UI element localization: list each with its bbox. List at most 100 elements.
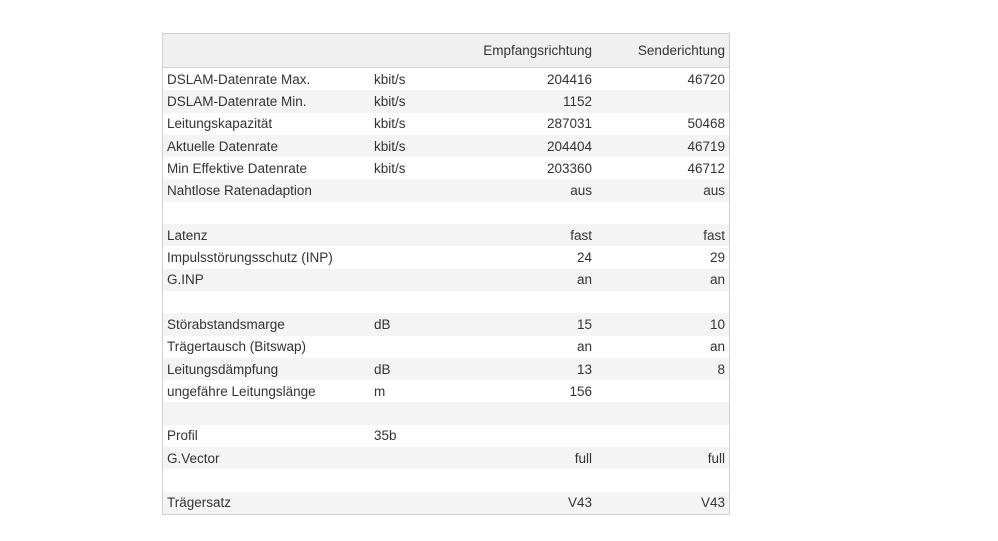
table-cell: 46712 xyxy=(687,160,725,176)
table-cell: 10 xyxy=(596,313,730,336)
table-cell: dB xyxy=(370,357,452,381)
table-cell: aus xyxy=(596,179,730,202)
table-cell: 24 xyxy=(576,250,592,266)
table-row: Leitungskapazität kbit/s 287031 50468 xyxy=(163,113,730,135)
table-cell: full xyxy=(452,447,596,470)
table-cell: an xyxy=(576,339,592,355)
table-cell xyxy=(452,291,596,313)
table-cell xyxy=(370,268,452,291)
table-cell: Störabstandsmarge xyxy=(162,313,370,336)
table-cell xyxy=(370,447,452,470)
table-body: DSLAM-Datenrate Max. kbit/s 204416 46720 DSL… xyxy=(162,68,730,515)
table-cell: fast xyxy=(452,224,596,247)
table-row: Profil 35b xyxy=(163,425,730,447)
table-cell: 1152 xyxy=(452,90,596,113)
table-cell: ungefähre Leitungslänge xyxy=(167,383,316,399)
table-row: Leitungsdämpfung dB 13 8 xyxy=(162,357,730,381)
table-row xyxy=(163,202,730,224)
table-cell: Aktuelle Datenrate xyxy=(162,134,370,158)
table-cell: an xyxy=(709,339,725,355)
table-cell xyxy=(163,291,371,313)
table-cell: 15 xyxy=(452,313,596,336)
table-row: Impulsstörungsschutz (INP) 24 29 xyxy=(163,246,730,268)
table-cell xyxy=(596,425,730,447)
table-cell: kbit/s xyxy=(374,116,406,132)
table-cell xyxy=(452,402,596,425)
table-cell: 29 xyxy=(709,250,725,266)
table-cell: G.INP xyxy=(162,268,370,291)
table-cell xyxy=(596,469,730,491)
table-cell: dB xyxy=(370,313,452,336)
table-row: Min Effektive Datenrate kbit/s 203360 46712 xyxy=(163,157,730,179)
table-cell: Impulsstörungsschutz (INP) xyxy=(167,250,333,266)
table-head: Empfangsrichtung Senderichtung xyxy=(162,33,730,68)
table-cell: DSLAM-Datenrate Min. xyxy=(162,90,370,113)
column-header xyxy=(370,33,452,68)
table-row xyxy=(163,469,730,491)
table-row: ungefähre Leitungslänge m 156 xyxy=(163,380,730,402)
table-cell xyxy=(370,469,452,491)
table-cell: Min Effektive Datenrate xyxy=(167,160,308,176)
table-row: Aktuelle Datenrate kbit/s 204404 46719 xyxy=(162,134,730,158)
table-row: Trägersatz V43 V43 xyxy=(162,491,730,515)
table-cell: 204416 xyxy=(546,71,592,87)
table-cell xyxy=(596,291,730,313)
table-row xyxy=(163,291,730,313)
table-cell xyxy=(162,402,370,425)
table-cell: Profil xyxy=(167,428,198,444)
table-cell: an xyxy=(452,268,596,291)
column-header: Senderichtung xyxy=(596,33,730,68)
table-cell xyxy=(370,224,452,247)
table-cell: 8 xyxy=(596,357,730,381)
table-cell: kbit/s xyxy=(374,71,406,87)
table-cell: an xyxy=(596,268,730,291)
table-cell: 13 xyxy=(452,357,596,381)
table-cell xyxy=(452,469,596,491)
table-cell xyxy=(596,90,730,113)
table-cell: kbit/s xyxy=(370,134,452,158)
table-cell: 46719 xyxy=(596,134,730,158)
table-row: Latenz fast fast xyxy=(162,224,730,247)
table-cell: 35b xyxy=(374,428,397,444)
column-header xyxy=(162,33,370,68)
table-row: G.INP an an xyxy=(162,268,730,291)
table-cell xyxy=(370,402,452,425)
column-header: Empfangsrichtung xyxy=(452,33,596,68)
table-cell: 203360 xyxy=(546,160,592,176)
table-row xyxy=(162,402,730,425)
table-cell xyxy=(596,402,730,425)
table-cell: Trägertausch (Bitswap) xyxy=(167,339,307,355)
table-cell xyxy=(370,179,452,202)
table-cell: Leitungsdämpfung xyxy=(162,357,370,381)
table-cell xyxy=(596,380,730,402)
table-cell: 287031 xyxy=(546,116,592,132)
table-cell xyxy=(370,202,452,224)
table-cell: kbit/s xyxy=(374,160,406,176)
table-row: DSLAM-Datenrate Max. kbit/s 204416 46720 xyxy=(163,68,730,91)
table-cell xyxy=(370,336,452,358)
table-cell: DSLAM-Datenrate Max. xyxy=(167,71,311,87)
table-cell xyxy=(452,202,596,224)
table-cell xyxy=(452,425,596,447)
table-cell: 50468 xyxy=(687,116,725,132)
table-cell xyxy=(163,469,371,491)
table-cell xyxy=(370,246,452,268)
table-row: Störabstandsmarge dB 15 10 xyxy=(162,313,730,336)
table-cell: aus xyxy=(452,179,596,202)
table-cell: V43 xyxy=(452,491,596,515)
table-cell xyxy=(596,202,730,224)
table-row: G.Vector full full xyxy=(162,447,730,470)
table-cell: Nahtlose Ratenadaption xyxy=(162,179,370,202)
table-cell xyxy=(370,291,452,313)
table-cell xyxy=(370,491,452,515)
table-row: Nahtlose Ratenadaption aus aus xyxy=(162,179,730,202)
table-cell: kbit/s xyxy=(370,90,452,113)
header-row: Empfangsrichtung Senderichtung xyxy=(162,33,730,68)
table-cell: 46720 xyxy=(687,71,725,87)
table-cell xyxy=(163,202,371,224)
table-cell: Latenz xyxy=(162,224,370,247)
table-cell: 156 xyxy=(569,383,592,399)
table-cell: Trägersatz xyxy=(162,491,370,515)
table-cell: full xyxy=(596,447,730,470)
